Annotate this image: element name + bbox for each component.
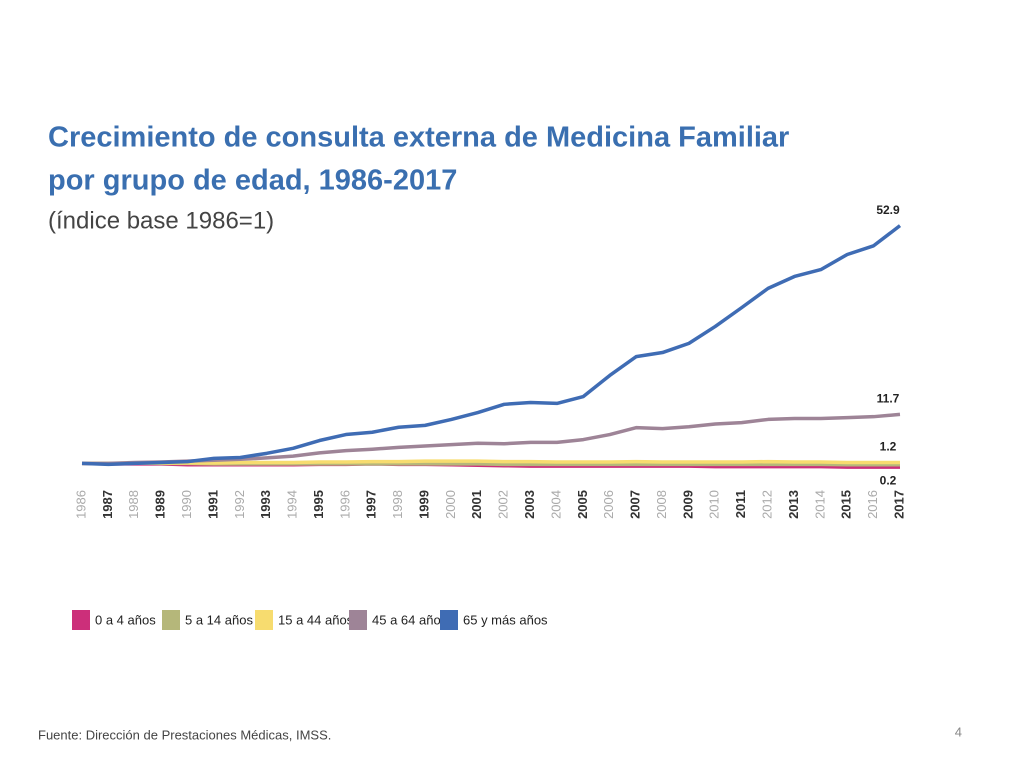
x-tick-label: 2005 bbox=[575, 490, 590, 519]
data-label: 52.9 bbox=[876, 203, 900, 217]
x-tick-label: 2001 bbox=[469, 490, 484, 519]
series-line bbox=[81, 224, 902, 467]
x-tick-label: 2015 bbox=[839, 490, 854, 519]
chart-subtitle: (índice base 1986=1) bbox=[48, 207, 274, 234]
x-tick-label: 1997 bbox=[364, 490, 379, 519]
data-label: 1.2 bbox=[880, 440, 897, 454]
x-tick-label: 2003 bbox=[522, 490, 537, 519]
data-label: 11.7 bbox=[877, 392, 900, 406]
chart-title: Crecimiento de consulta externa de Medic… bbox=[48, 122, 789, 154]
x-tick-label: 1989 bbox=[153, 490, 168, 519]
x-tick-label: 1986 bbox=[73, 490, 88, 519]
x-tick-label: 1987 bbox=[100, 490, 115, 519]
series-line bbox=[82, 459, 900, 466]
x-tick-label: 2004 bbox=[548, 490, 563, 519]
x-tick-label: 2011 bbox=[733, 490, 748, 518]
x-tick-label: 1990 bbox=[179, 490, 194, 519]
legend-label: 5 a 14 años bbox=[185, 612, 253, 627]
chart-title: por grupo de edad, 1986-2017 bbox=[48, 165, 457, 197]
x-tick-label: 2017 bbox=[891, 490, 906, 519]
legend-label: 15 a 44 años bbox=[278, 612, 354, 627]
x-tick-label: 2016 bbox=[865, 490, 880, 519]
x-tick-label: 2006 bbox=[601, 490, 616, 519]
x-tick-label: 2009 bbox=[680, 490, 695, 519]
x-tick-label: 1992 bbox=[232, 490, 247, 519]
x-tick-label: 2010 bbox=[707, 490, 722, 519]
page-number: 4 bbox=[955, 724, 962, 739]
legend-swatch bbox=[162, 610, 180, 630]
x-tick-label: 1995 bbox=[311, 490, 326, 519]
legend-swatch bbox=[72, 610, 90, 630]
x-tick-label: 1993 bbox=[258, 490, 273, 519]
x-tick-label: 2007 bbox=[628, 490, 643, 519]
x-tick-label: 1999 bbox=[416, 490, 431, 519]
legend-swatch bbox=[349, 610, 367, 630]
x-tick-label: 1994 bbox=[285, 490, 300, 519]
x-tick-label: 1988 bbox=[126, 490, 141, 519]
x-tick-label: 2012 bbox=[760, 490, 775, 519]
legend-label: 0 a 4 años bbox=[95, 612, 156, 627]
source: Fuente: Dirección de Prestaciones Médica… bbox=[38, 727, 331, 742]
x-tick-label: 2013 bbox=[786, 490, 801, 519]
x-tick-label: 2008 bbox=[654, 490, 669, 519]
x-tick-label: 2002 bbox=[496, 490, 511, 519]
x-tick-label: 2014 bbox=[812, 490, 827, 519]
x-tick-label: 1998 bbox=[390, 490, 405, 519]
legend-label: 65 y más años bbox=[463, 612, 548, 627]
legend-swatch bbox=[255, 610, 273, 630]
data-label: 0.2 bbox=[880, 473, 897, 487]
x-tick-label: 2000 bbox=[443, 490, 458, 519]
legend-label: 45 a 64 años bbox=[372, 612, 448, 627]
x-tick-label: 1996 bbox=[337, 490, 352, 519]
x-tick-label: 1991 bbox=[205, 490, 220, 519]
series-line bbox=[82, 412, 901, 466]
legend-swatch bbox=[440, 610, 458, 630]
